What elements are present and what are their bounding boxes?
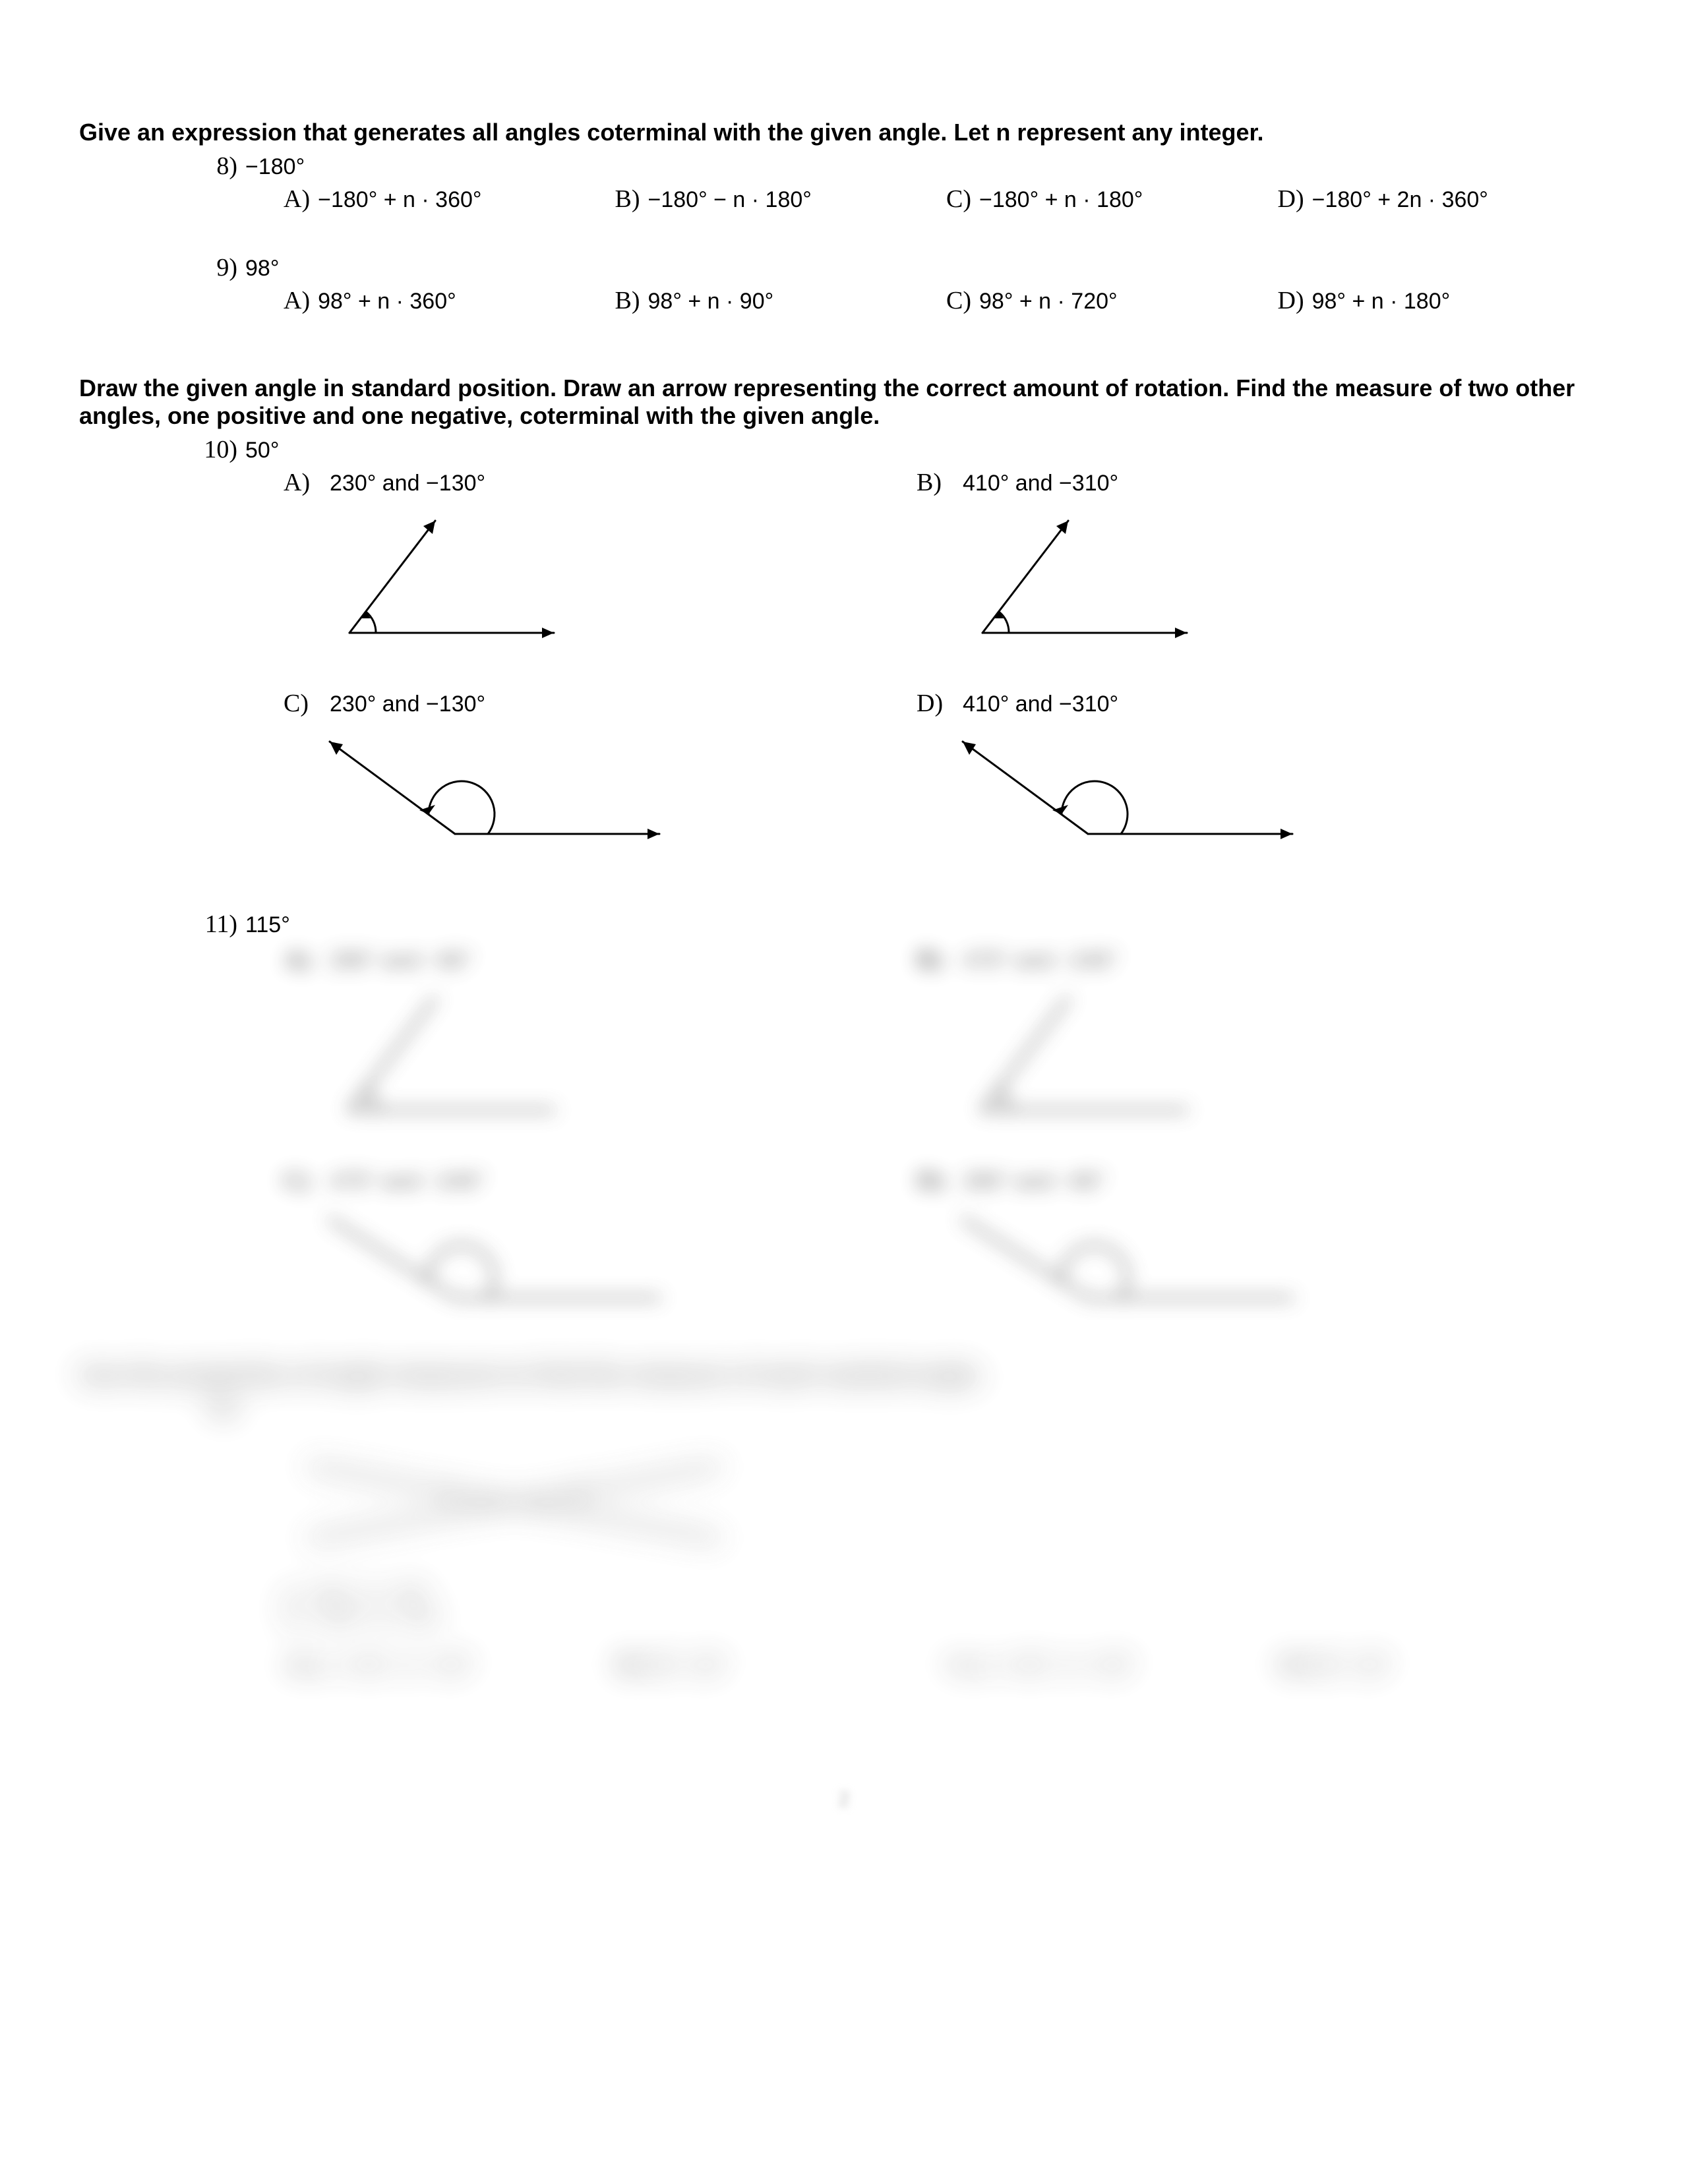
question-8: 8) −180° <box>79 152 1609 181</box>
instruction-draw-angle: Draw the given angle in standard positio… <box>79 374 1609 430</box>
instruction-angle-properties: Use the properties of angle measures to … <box>79 1361 1609 1388</box>
choice-letter: B) <box>615 1650 640 1679</box>
diagram-10b: B) 410° and −310° <box>917 468 1550 663</box>
choice-d: D) 98° + n · 180° <box>1278 286 1610 315</box>
instruction-coterminal-expression: Give an expression that generates all an… <box>79 119 1609 146</box>
question-9-choices: A) 98° + n · 360° B) 98° + n · 90° C) 98… <box>79 286 1609 315</box>
choice-letter: D) <box>917 1166 963 1195</box>
choice-text: a = 60°, b = 60° <box>979 1653 1135 1678</box>
question-number: 11) <box>198 910 237 939</box>
diagram-10c: C) 230° and −130° <box>284 689 917 870</box>
note-line: b = 120°, a = 60° <box>284 1606 1609 1630</box>
question-number: 12) <box>198 1394 237 1423</box>
choice-text: 98° + n · 90° <box>648 289 774 314</box>
choice-letter: D) <box>1278 185 1304 214</box>
choice-letter: C) <box>946 185 971 214</box>
question-8-choices: A) −180° + n · 360° B) −180° − n · 180° … <box>79 185 1609 214</box>
choice-c: C) −180° + n · 180° <box>946 185 1278 214</box>
worksheet-page: Give an expression that generates all an… <box>0 0 1688 1850</box>
choice-letter: A) <box>284 286 310 315</box>
question-value: 50° <box>245 438 279 463</box>
diagram-10a: A) 230° and −130° <box>284 468 917 663</box>
question-value: −180° <box>245 154 305 179</box>
diagram-11b: B) 475° and −245° <box>917 945 1550 1140</box>
question-11: 11) 115° <box>79 910 1609 939</box>
choice-b: B) 60°, 60° <box>615 1650 947 1679</box>
question-number: 10) <box>198 435 237 464</box>
choice-c: C) 98° + n · 720° <box>946 286 1278 315</box>
choice-letter: A) <box>284 468 330 497</box>
question-number: 9) <box>198 253 237 282</box>
diagram-11d: D) 295° and −65° <box>917 1166 1550 1334</box>
choice-text: 98° + n · 180° <box>1312 289 1451 314</box>
question-12-diagram: a b a = 60°, b = 60° b = 120°, a = 60° <box>79 1427 1609 1630</box>
diagram-label: 475° and −245° <box>963 948 1118 974</box>
diagram-label: 230° and −130° <box>330 471 485 496</box>
question-10: 10) 50° <box>79 435 1609 464</box>
choice-text: −180° − n · 180° <box>648 187 812 213</box>
choice-d: D) 60°, 60° <box>1278 1650 1610 1679</box>
choice-letter: C) <box>284 689 330 718</box>
diagram-label: 410° and −310° <box>963 692 1118 717</box>
choice-letter: D) <box>1278 286 1304 315</box>
choice-text: 98° + n · 360° <box>318 289 456 314</box>
intersecting-lines-icon: a b <box>284 1427 1609 1575</box>
diagram-11c: C) 475° and −245° <box>284 1166 917 1334</box>
choice-letter: C) <box>946 1650 971 1679</box>
angle-acute-icon <box>303 978 917 1140</box>
question-value: 115° <box>245 912 290 937</box>
choice-letter: C) <box>284 1166 330 1195</box>
choice-c: C) a = 60°, b = 60° <box>946 1650 1278 1679</box>
choice-letter: B) <box>615 185 640 214</box>
question-12: 12) <box>79 1394 1609 1423</box>
angle-reflex-icon <box>936 1199 1550 1334</box>
angle-acute-icon <box>936 501 1550 663</box>
choice-text: 60°, 60° <box>648 1653 729 1678</box>
choice-text: a = 60°, b = 60° <box>318 1653 474 1678</box>
choice-d: D) −180° + 2n · 360° <box>1278 185 1610 214</box>
question-value: 98° <box>245 256 279 281</box>
diagram-10d: D) 410° and −310° <box>917 689 1550 870</box>
diagram-label: 295° and −65° <box>330 948 473 974</box>
choice-text: 60°, 60° <box>1312 1653 1393 1678</box>
choice-letter: A) <box>284 1650 310 1679</box>
choice-a: A) a = 60°, b = 60° <box>284 1650 615 1679</box>
question-10-diagrams: A) 230° and −130° <box>79 468 1609 870</box>
locked-preview-region: A) 295° and −65° <box>79 945 1609 1679</box>
choice-letter: C) <box>946 286 971 315</box>
choice-letter: A) <box>284 945 330 974</box>
choice-letter: B) <box>917 945 963 974</box>
svg-text:b: b <box>574 1479 586 1504</box>
angle-reflex-icon <box>303 722 917 870</box>
choice-letter: D) <box>917 689 963 718</box>
question-9: 9) 98° <box>79 253 1609 282</box>
diagram-11a: A) 295° and −65° <box>284 945 917 1140</box>
choice-b: B) 98° + n · 90° <box>615 286 947 315</box>
choice-text: 98° + n · 720° <box>979 289 1118 314</box>
choice-text: −180° + n · 180° <box>979 187 1143 213</box>
question-11-diagrams: A) 295° and −65° <box>79 945 1609 1334</box>
choice-letter: B) <box>917 468 963 497</box>
note-line: a = 60°, b = 60° <box>284 1581 1609 1606</box>
diagram-label: 475° and −245° <box>330 1169 485 1195</box>
angle-acute-icon <box>936 978 1550 1140</box>
page-number: 2 <box>839 1788 850 1811</box>
choice-text: −180° + 2n · 360° <box>1312 187 1488 213</box>
diagram-label: 410° and −310° <box>963 471 1118 496</box>
choice-letter: D) <box>1278 1650 1304 1679</box>
choice-a: A) 98° + n · 360° <box>284 286 615 315</box>
choice-a: A) −180° + n · 360° <box>284 185 615 214</box>
angle-acute-icon <box>303 501 917 663</box>
choice-text: −180° + n · 360° <box>318 187 481 213</box>
choice-letter: B) <box>615 286 640 315</box>
question-number: 8) <box>198 152 237 181</box>
diagram-label: 230° and −130° <box>330 692 485 717</box>
diagram-label: 295° and −65° <box>963 1169 1106 1195</box>
angle-reflex-icon <box>303 1199 917 1334</box>
choice-letter: A) <box>284 185 310 214</box>
svg-text:a: a <box>442 1479 454 1504</box>
choice-b: B) −180° − n · 180° <box>615 185 947 214</box>
angle-reflex-icon <box>936 722 1550 870</box>
question-12-choices: A) a = 60°, b = 60° B) 60°, 60° C) a = 6… <box>79 1650 1609 1679</box>
